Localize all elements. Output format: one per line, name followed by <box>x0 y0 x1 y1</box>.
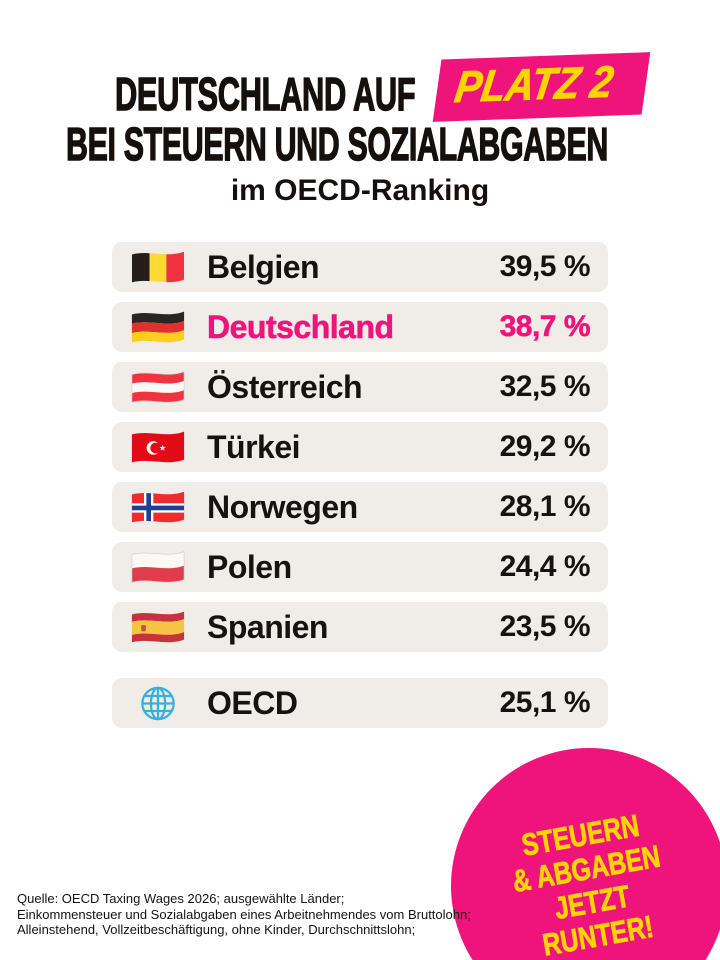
country-name: Österreich <box>207 368 363 405</box>
country-value: 23,5 % <box>499 610 591 643</box>
globe-icon <box>130 683 186 724</box>
sticker-badge: STEUERN & ABGABEN JETZT RUNTER! <box>451 748 720 960</box>
country-value: 32,5 % <box>499 370 591 403</box>
country-value: 24,4 % <box>499 550 591 583</box>
title-text-2: BEI STEUERN UND SOZIALABGABEN <box>66 118 609 170</box>
country-value: 38,7 % <box>499 310 591 344</box>
country-name: Türkei <box>207 428 301 465</box>
ranking-row: OECD 25,1 % <box>112 678 608 728</box>
country-value: 28,1 % <box>499 490 591 523</box>
ranking-row: Österreich 32,5 % <box>112 362 608 412</box>
source-line: Einkommensteuer und Sozialabgaben eines … <box>17 906 471 922</box>
sticker-text: STEUERN & ABGABEN JETZT RUNTER! <box>485 803 692 960</box>
ranking-row: Türkei 29,2 % <box>112 422 608 472</box>
flag-turkey-icon <box>130 427 186 468</box>
ranking-row: Norwegen 28,1 % <box>112 482 608 532</box>
country-value: 25,1 % <box>499 686 591 719</box>
title-text-1: DEUTSCHLAND AUF <box>115 68 417 120</box>
flag-austria-icon <box>130 367 186 408</box>
flag-spain-icon <box>130 607 186 648</box>
flag-belgium-icon <box>130 247 186 288</box>
ranking-list: Belgien 39,5 % Deutschland 38,7 % Österr… <box>112 242 608 738</box>
flag-germany-icon <box>130 307 186 348</box>
ranking-row: Deutschland 38,7 % <box>112 302 608 352</box>
flag-poland-icon <box>130 547 186 588</box>
country-value: 39,5 % <box>499 250 591 283</box>
ranking-row: Polen 24,4 % <box>112 542 608 592</box>
country-name: OECD <box>207 684 298 721</box>
ranking-row: Belgien 39,5 % <box>112 242 608 292</box>
title-line-2: BEI STEUERN UND SOZIALABGABEN <box>66 118 720 170</box>
country-name: Deutschland <box>207 308 395 345</box>
subtitle: im OECD-Ranking <box>230 174 490 207</box>
flag-norway-icon <box>130 487 186 528</box>
platz-2-badge: PLATZ 2 <box>432 52 651 122</box>
source-line: Quelle: OECD Taxing Wages 2026; ausgewäh… <box>17 891 345 906</box>
ranking-row: Spanien 23,5 % <box>112 602 608 652</box>
country-name: Norwegen <box>207 488 358 525</box>
source-line: Alleinstehend, Vollzeitbeschäftigung, oh… <box>17 922 416 937</box>
country-name: Belgien <box>207 248 320 285</box>
country-name: Polen <box>207 548 292 585</box>
country-name: Spanien <box>207 608 328 645</box>
source-note: Quelle: OECD Taxing Wages 2026; ausgewäh… <box>17 891 471 938</box>
country-value: 29,2 % <box>499 430 591 463</box>
title-line-1: DEUTSCHLAND AUF <box>115 68 563 120</box>
platz-2-badge-label: PLATZ 2 <box>451 57 617 113</box>
